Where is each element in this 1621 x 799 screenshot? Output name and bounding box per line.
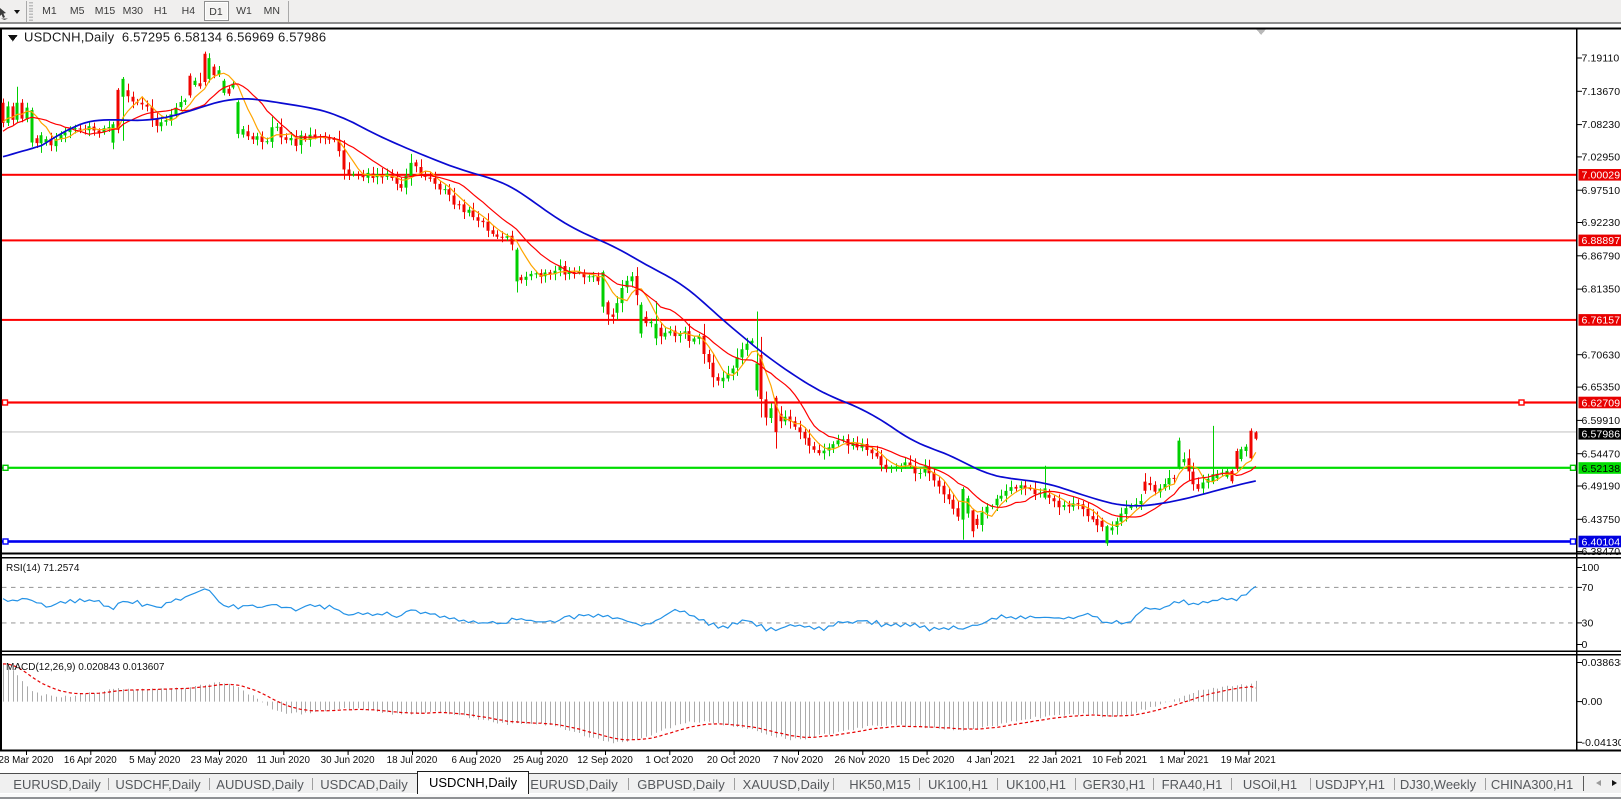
svg-text:15 Dec 2020: 15 Dec 2020: [899, 755, 955, 766]
svg-text:11 Jun 2020: 11 Jun 2020: [257, 755, 311, 766]
svg-text:19 Mar 2021: 19 Mar 2021: [1221, 755, 1276, 766]
svg-text:30: 30: [1582, 618, 1594, 630]
svg-text:6.38470: 6.38470: [1582, 546, 1621, 558]
svg-text:7.19110: 7.19110: [1582, 53, 1620, 65]
svg-text:7.00029: 7.00029: [1582, 170, 1621, 182]
svg-text:USDCNH,Daily 6.57295 6.58134: USDCNH,Daily 6.57295 6.58134 6.56969 6.5…: [24, 30, 326, 45]
svg-text:6.76157: 6.76157: [1582, 315, 1621, 327]
svg-text:4 Jan 2021: 4 Jan 2021: [967, 755, 1015, 766]
svg-text:12 Sep 2020: 12 Sep 2020: [577, 755, 633, 766]
svg-text:26 Nov 2020: 26 Nov 2020: [835, 755, 891, 766]
svg-text:RSI(14) 71.2574: RSI(14) 71.2574: [6, 563, 80, 574]
svg-text:-0.041307: -0.041307: [1582, 737, 1621, 749]
svg-text:6.62709: 6.62709: [1582, 397, 1621, 409]
svg-text:25 Aug 2020: 25 Aug 2020: [513, 755, 569, 766]
svg-text:70: 70: [1582, 582, 1594, 594]
svg-text:6.57986: 6.57986: [1582, 429, 1621, 441]
svg-text:6.49190: 6.49190: [1582, 481, 1621, 493]
svg-text:0.00: 0.00: [1582, 696, 1603, 708]
svg-text:6.81350: 6.81350: [1582, 284, 1621, 296]
svg-text:6.65350: 6.65350: [1582, 382, 1621, 394]
svg-text:0.038638: 0.038638: [1582, 657, 1621, 669]
svg-text:6.43750: 6.43750: [1582, 514, 1621, 526]
svg-text:6.70630: 6.70630: [1582, 349, 1621, 361]
svg-text:1 Oct 2020: 1 Oct 2020: [645, 755, 693, 766]
svg-text:28 Mar 2020: 28 Mar 2020: [0, 755, 54, 766]
svg-text:6.97510: 6.97510: [1582, 185, 1621, 197]
svg-text:1 Mar 2021: 1 Mar 2021: [1159, 755, 1209, 766]
svg-text:6.52138: 6.52138: [1582, 463, 1621, 475]
svg-text:20 Oct 2020: 20 Oct 2020: [707, 755, 761, 766]
svg-text:MACD(12,26,9) 0.020843 0.01360: MACD(12,26,9) 0.020843 0.013607: [6, 662, 165, 673]
svg-text:30 Jun 2020: 30 Jun 2020: [321, 755, 375, 766]
svg-text:7.02950: 7.02950: [1582, 152, 1621, 164]
svg-text:18 Jul 2020: 18 Jul 2020: [387, 755, 438, 766]
svg-text:6.54470: 6.54470: [1582, 448, 1621, 460]
svg-text:23 May 2020: 23 May 2020: [191, 755, 248, 766]
svg-text:6 Aug 2020: 6 Aug 2020: [452, 755, 502, 766]
svg-text:6.86790: 6.86790: [1582, 250, 1621, 262]
svg-text:6.59910: 6.59910: [1582, 415, 1621, 427]
svg-text:0: 0: [1582, 639, 1588, 651]
svg-text:6.40104: 6.40104: [1582, 536, 1621, 548]
svg-text:10 Feb 2021: 10 Feb 2021: [1092, 755, 1147, 766]
svg-text:6.88897: 6.88897: [1582, 235, 1621, 247]
svg-text:7 Nov 2020: 7 Nov 2020: [773, 755, 824, 766]
svg-text:6.92230: 6.92230: [1582, 217, 1621, 229]
svg-text:7.08230: 7.08230: [1582, 119, 1621, 131]
svg-text:16 Apr 2020: 16 Apr 2020: [64, 755, 117, 766]
svg-text:7.13670: 7.13670: [1582, 86, 1621, 98]
svg-text:5 May 2020: 5 May 2020: [129, 755, 181, 766]
svg-text:22 Jan 2021: 22 Jan 2021: [1028, 755, 1082, 766]
svg-text:100: 100: [1582, 562, 1600, 574]
